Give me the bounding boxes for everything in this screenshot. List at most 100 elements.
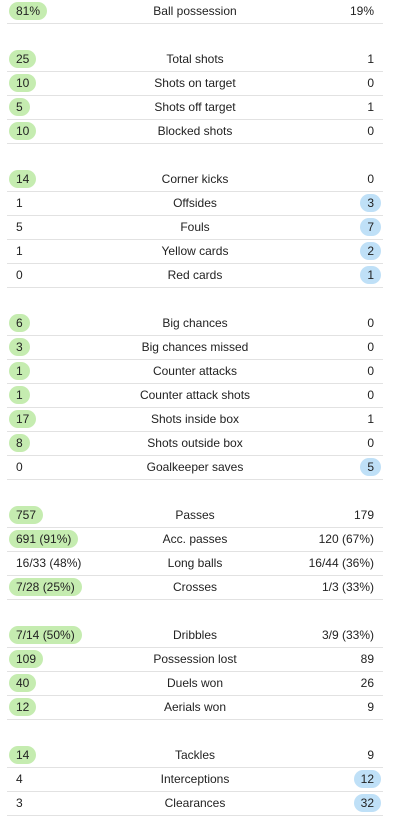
stat-label: Ball possession — [153, 4, 237, 18]
stat-label: Crosses — [172, 580, 217, 594]
group-spacer — [0, 720, 400, 744]
stat-row-red-cards: Red cards 0 1 — [7, 264, 383, 288]
stat-row-aerials-won: Aerials won 12 9 — [7, 696, 383, 720]
stat-label: Blocked shots — [157, 124, 233, 138]
away-value: 1 — [367, 100, 374, 114]
home-value: 12 — [9, 698, 37, 716]
stat-label: Aerials won — [163, 700, 227, 714]
stats-group: Dribbles 7/14 (50%) 3/9 (33%) Possession lo… — [0, 624, 400, 720]
stat-row-duels-won: Duels won 40 26 — [7, 672, 383, 696]
home-value: 8 — [9, 434, 30, 452]
away-value: 0 — [367, 172, 374, 186]
group-spacer — [0, 480, 400, 504]
stat-row-ball-possession: Ball possession 81% 19% — [7, 0, 383, 24]
stat-label: Offsides — [173, 196, 217, 210]
stat-label: Shots on target — [154, 76, 236, 90]
stat-label: Shots off target — [154, 100, 236, 114]
away-value: 0 — [367, 388, 374, 402]
away-value: 0 — [367, 364, 374, 378]
away-value: 5 — [360, 458, 381, 476]
home-value: 14 — [9, 170, 37, 188]
stat-row-possession-lost: Possession lost 109 89 — [7, 648, 383, 672]
stat-row-shots-on-target: Shots on target 10 0 — [7, 72, 383, 96]
stat-label: Acc. passes — [162, 532, 228, 546]
stat-label: Passes — [175, 508, 215, 522]
away-value: 9 — [367, 748, 374, 762]
stat-label: Total shots — [166, 52, 224, 66]
away-value: 120 (67%) — [318, 532, 374, 546]
away-value: 0 — [367, 340, 374, 354]
stat-row-corner-kicks: Corner kicks 14 0 — [7, 168, 383, 192]
home-value: 1 — [9, 386, 30, 404]
stat-row-dribbles: Dribbles 7/14 (50%) 3/9 (33%) — [7, 624, 383, 648]
away-value: 2 — [360, 242, 381, 260]
stat-row-total-shots: Total shots 25 1 — [7, 48, 383, 72]
stat-label: Counter attack shots — [139, 388, 251, 402]
home-value: 7/14 (50%) — [9, 626, 82, 644]
stat-row-clearances: Clearances 3 32 — [7, 792, 383, 816]
away-value: 1 — [367, 52, 374, 66]
stat-label: Duels won — [166, 676, 224, 690]
stats-group: Corner kicks 14 0 Offsides 1 3 Fouls 5 7 Yellow c… — [0, 168, 400, 288]
stat-row-crosses: Crosses 7/28 (25%) 1/3 (33%) — [7, 576, 383, 600]
stat-label: Big chances missed — [141, 340, 249, 354]
away-value: 1/3 (33%) — [321, 580, 374, 594]
stat-row-yellow-cards: Yellow cards 1 2 — [7, 240, 383, 264]
away-value: 19% — [349, 4, 374, 18]
stat-label: Interceptions — [160, 772, 230, 786]
away-value: 1 — [360, 266, 381, 284]
stat-row-big-chances: Big chances 6 0 — [7, 312, 383, 336]
away-value: 3/9 (33%) — [321, 628, 374, 642]
stat-row-shots-inside-box: Shots inside box 17 1 — [7, 408, 383, 432]
home-value: 10 — [9, 122, 37, 140]
home-value: 81% — [9, 2, 48, 20]
stat-row-counter-attack-shots: Counter attack shots 1 0 — [7, 384, 383, 408]
stat-label: Red cards — [167, 268, 223, 282]
stat-label: Dribbles — [172, 628, 217, 642]
stat-label: Shots inside box — [150, 412, 240, 426]
away-value: 179 — [353, 508, 374, 522]
away-value: 16/44 (36%) — [308, 556, 374, 570]
home-value: 16/33 (48%) — [16, 556, 82, 570]
away-value: 0 — [367, 76, 374, 90]
stats-group: Ball possession 81% 19% — [0, 0, 400, 24]
group-spacer — [0, 600, 400, 624]
stat-row-interceptions: Interceptions 4 12 — [7, 768, 383, 792]
home-value: 0 — [16, 268, 23, 282]
group-spacer — [0, 24, 400, 48]
stat-row-shots-off-target: Shots off target 5 1 — [7, 96, 383, 120]
stat-label: Corner kicks — [161, 172, 229, 186]
away-value: 1 — [367, 412, 374, 426]
stat-label: Tackles — [174, 748, 215, 762]
home-value: 3 — [9, 338, 30, 356]
home-value: 17 — [9, 410, 37, 428]
stat-label: Shots outside box — [147, 436, 243, 450]
home-value: 4 — [16, 772, 23, 786]
stat-row-passes: Passes 757 179 — [7, 504, 383, 528]
stat-label: Clearances — [164, 796, 226, 810]
away-value: 0 — [367, 316, 374, 330]
home-value: 5 — [16, 220, 23, 234]
home-value: 109 — [9, 650, 44, 668]
away-value: 26 — [360, 676, 374, 690]
home-value: 7/28 (25%) — [9, 578, 82, 596]
stat-label: Big chances — [162, 316, 228, 330]
stat-label: Goalkeeper saves — [146, 460, 244, 474]
stat-row-tackles: Tackles 14 9 — [7, 744, 383, 768]
stat-label: Possession lost — [153, 652, 237, 666]
stats-group: Tackles 14 9 Interceptions 4 12 Clearances 3 32 — [0, 744, 400, 816]
away-value: 0 — [367, 124, 374, 138]
home-value: 3 — [16, 796, 23, 810]
away-value: 12 — [353, 770, 381, 788]
away-value: 9 — [367, 700, 374, 714]
home-value: 5 — [9, 98, 30, 116]
away-value: 32 — [353, 794, 381, 812]
stat-row-long-balls: Long balls 16/33 (48%) 16/44 (36%) — [7, 552, 383, 576]
stat-label: Yellow cards — [161, 244, 229, 258]
away-value: 3 — [360, 194, 381, 212]
stat-row-offsides: Offsides 1 3 — [7, 192, 383, 216]
stat-row-big-chances-missed: Big chances missed 3 0 — [7, 336, 383, 360]
stat-row-acc-passes: Acc. passes 691 (91%) 120 (67%) — [7, 528, 383, 552]
home-value: 10 — [9, 74, 37, 92]
